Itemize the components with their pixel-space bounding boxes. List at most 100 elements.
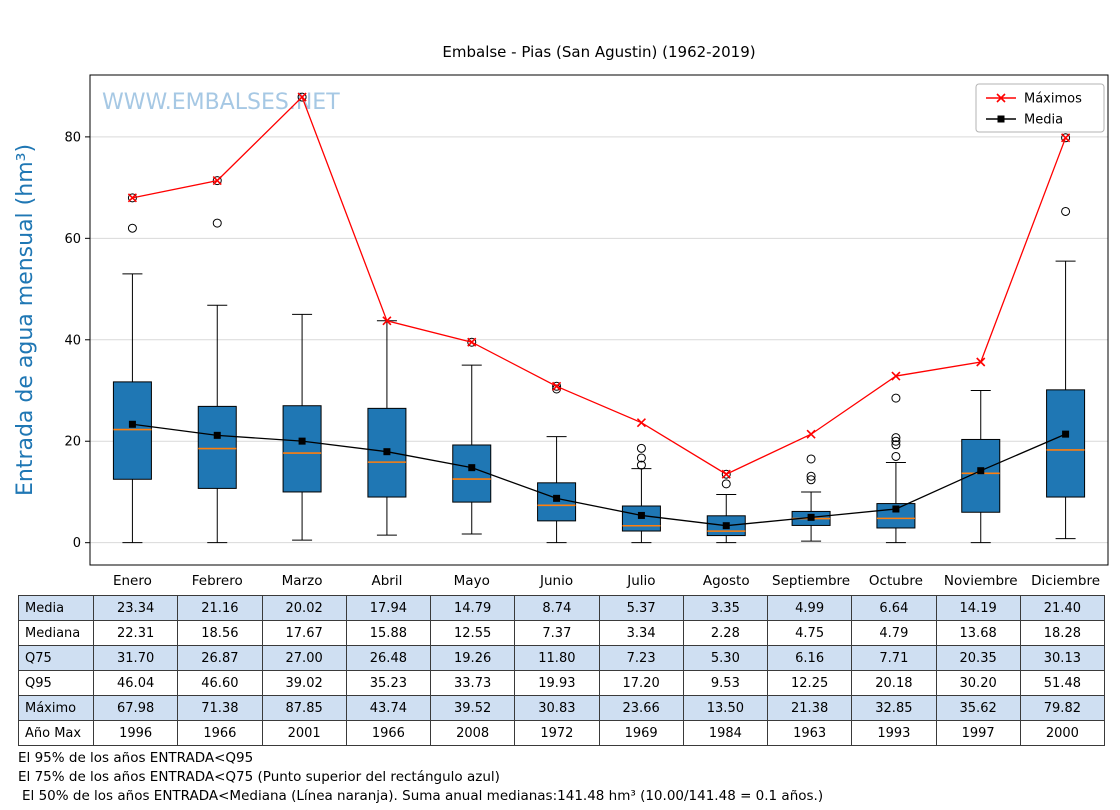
chart-title: Embalse - Pias (San Agustin) (1962-2019) [442, 43, 755, 61]
outlier-marker [467, 337, 477, 347]
legend-x-marker [996, 93, 1006, 103]
outlier-marker [127, 193, 137, 203]
table-cell: 1966 [177, 720, 263, 746]
table-cell: 2008 [429, 720, 516, 746]
x-tick-label: Enero [113, 573, 152, 589]
table-cell: 23.66 [598, 695, 684, 721]
table-cell: 2001 [261, 720, 347, 746]
row-header: Media [18, 595, 94, 621]
table-cell: 46.60 [177, 670, 263, 696]
outlier-marker [806, 475, 816, 485]
table-cell: 3.35 [682, 595, 769, 621]
axes-border [89, 74, 1109, 566]
boxplot-chart: Embalse - Pias (San Agustin) (1962-2019)… [13, 43, 1109, 589]
table-cell: 14.79 [429, 595, 516, 621]
table-cell: 4.79 [851, 620, 937, 646]
y-tick-label: 40 [64, 333, 81, 348]
media-square-marker [637, 511, 645, 519]
table-cell: 30.83 [514, 695, 600, 721]
table-cell: 3.34 [598, 620, 684, 646]
outlier-marker [297, 92, 307, 102]
row-header: Mediana [18, 620, 94, 646]
x-tick-label: Febrero [192, 573, 243, 589]
table-cell: 33.73 [429, 670, 516, 696]
x-tick-label: Noviembre [944, 573, 1018, 589]
media-square-marker [1062, 430, 1070, 438]
table-cell: 22.31 [92, 620, 179, 646]
y-tick-label: 60 [64, 232, 81, 247]
x-tick-label: Agosto [703, 573, 750, 589]
table-row: Media 23.34 21.16 20.02 17.94 14.79 8.74 5.37 3.… [18, 595, 1106, 621]
table-cell: 51.48 [1019, 670, 1106, 696]
table-cell: 30.20 [935, 670, 1021, 696]
x-tick-label: Abril [371, 573, 402, 589]
media-square-marker [383, 448, 391, 456]
box [1046, 389, 1086, 498]
table-cell: 20.02 [261, 595, 347, 621]
y-axis-label: Entrada de agua mensual (hm³) [13, 144, 38, 496]
table-cell: 1966 [345, 720, 432, 746]
table-cell: 12.55 [429, 620, 516, 646]
table-cell: 6.16 [766, 645, 853, 671]
table-cell: 7.71 [851, 645, 937, 671]
table-cell: 21.38 [766, 695, 853, 721]
x-tick-label: Septiembre [772, 573, 850, 589]
box [197, 405, 237, 489]
table-cell: 1997 [935, 720, 1021, 746]
footnotes: El 95% de los años ENTRADA<Q95 El 75% de… [18, 749, 823, 806]
table-cell: 31.70 [92, 645, 179, 671]
box [452, 444, 492, 503]
media-square-marker [722, 522, 730, 530]
outlier-marker [127, 223, 137, 233]
table-row: Q95 46.04 46.60 39.02 35.23 33.73 19.93 17.20 9.… [18, 670, 1106, 696]
table-cell: 23.34 [92, 595, 179, 621]
table-cell: 4.99 [766, 595, 853, 621]
table-cell: 17.67 [261, 620, 347, 646]
table-cell: 1972 [514, 720, 600, 746]
max-x-marker [976, 357, 986, 367]
table-row: Año Max 1996 1966 2001 1966 2008 1972 1969 1984 1… [18, 720, 1106, 746]
table-cell: 18.56 [177, 620, 263, 646]
table-cell: 2000 [1019, 720, 1106, 746]
footnote-mediana: El 50% de los años ENTRADA<Mediana (Líne… [22, 788, 824, 804]
table-cell: 21.16 [177, 595, 263, 621]
media-square-marker [298, 437, 306, 445]
max-x-marker [297, 92, 307, 102]
y-tick-label: 0 [73, 536, 81, 551]
stats-table-body: Media 23.34 21.16 20.02 17.94 14.79 8.74 5.37 3.… [18, 595, 1106, 746]
outlier-marker [1061, 133, 1071, 143]
table-cell: 13.50 [682, 695, 769, 721]
max-x-marker [891, 371, 901, 381]
outlier-marker [891, 451, 901, 461]
row-header: Q95 [18, 670, 94, 696]
table-cell: 17.20 [598, 670, 684, 696]
x-tick-label: Diciembre [1031, 573, 1100, 589]
table-cell: 11.80 [514, 645, 600, 671]
table-row: Q75 31.70 26.87 27.00 26.48 19.26 11.80 7.23 5.3… [18, 645, 1106, 671]
row-header: Año Max [18, 720, 94, 746]
outlier-marker [212, 218, 222, 228]
max-x-marker [467, 337, 477, 347]
table-cell: 19.93 [514, 670, 600, 696]
table-cell: 1996 [92, 720, 179, 746]
table-cell: 2.28 [682, 620, 769, 646]
maximos-line [132, 95, 1067, 475]
table-cell: 39.02 [261, 670, 347, 696]
table-cell: 18.28 [1019, 620, 1106, 646]
table-cell: 26.87 [177, 645, 263, 671]
table-cell: 7.23 [598, 645, 684, 671]
media-line [132, 423, 1066, 527]
outlier-marker [891, 393, 901, 403]
table-cell: 35.23 [345, 670, 432, 696]
box [961, 438, 1001, 513]
x-tick-label: Mayo [454, 573, 490, 589]
table-cell: 21.40 [1019, 595, 1106, 621]
table-cell: 12.25 [766, 670, 853, 696]
x-tick-label: Julio [626, 573, 655, 589]
table-cell: 1993 [851, 720, 937, 746]
table-cell: 71.38 [177, 695, 263, 721]
media-square-marker [553, 494, 561, 502]
table-cell: 46.04 [92, 670, 179, 696]
x-tick-label: Marzo [282, 573, 323, 589]
